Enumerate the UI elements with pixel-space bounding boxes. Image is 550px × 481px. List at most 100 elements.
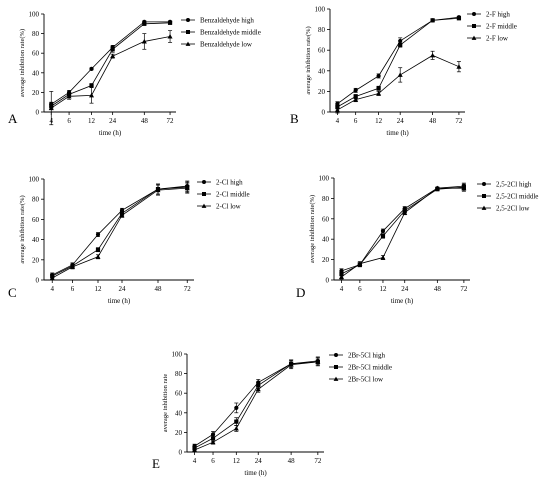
- data-point: [141, 38, 147, 44]
- chart-panel-e: 0 20 40 60 80 100 4 6 12 24 48 72 time (h) average in…: [152, 351, 392, 478]
- x-tick-label: 12: [375, 117, 383, 125]
- series-triangle: [192, 357, 321, 453]
- data-point: [255, 386, 261, 392]
- series-circle: [335, 15, 462, 107]
- y-tick-label: 60: [322, 215, 330, 223]
- series-line: [194, 361, 318, 451]
- data-point: [430, 18, 435, 23]
- y-axis-title: average inhibition rate(%): [19, 195, 26, 263]
- x-tick-label: 48: [155, 285, 163, 293]
- series-square: [335, 16, 462, 110]
- data-point: [95, 232, 101, 237]
- series-line: [51, 22, 171, 107]
- legend-marker: [186, 18, 190, 22]
- data-point: [380, 228, 386, 234]
- legend-entry: Benzaldehyde middle: [200, 29, 261, 37]
- y-tick-label: 60: [32, 50, 40, 58]
- x-tick-label: 48: [429, 117, 437, 125]
- data-point: [95, 254, 101, 259]
- y-tick-label: 20: [175, 429, 183, 437]
- series-square: [50, 181, 190, 279]
- x-tick-label: 48: [288, 457, 296, 465]
- legend-marker: [472, 12, 476, 16]
- legend-entry: 2Br-5Cl middle: [348, 364, 392, 372]
- y-tick-label: 40: [32, 236, 40, 244]
- y-tick-label: 0: [36, 109, 40, 117]
- data-point: [334, 107, 340, 112]
- y-tick-label: 60: [318, 47, 326, 55]
- legend-marker: [185, 41, 191, 46]
- data-point: [288, 362, 294, 367]
- data-point: [184, 185, 190, 191]
- data-point: [353, 97, 359, 102]
- data-point: [210, 436, 216, 441]
- x-tick-label: 48: [434, 285, 442, 293]
- y-tick-label: 20: [32, 256, 40, 264]
- x-tick-label: 72: [167, 117, 175, 125]
- data-point: [456, 64, 462, 69]
- legend: 2Br-5Cl high 2Br-5Cl middle 2Br-5Cl low: [329, 352, 392, 384]
- series-line: [341, 185, 464, 272]
- y-axis-title: average inhibition rate(%): [309, 195, 316, 263]
- legend-entry: Benzaldehyde low: [200, 41, 253, 49]
- data-point: [89, 66, 94, 71]
- series-line: [337, 17, 459, 108]
- series-circle: [192, 356, 320, 449]
- data-point: [89, 83, 94, 88]
- panel-label: C: [8, 285, 17, 300]
- y-tick-label: 0: [322, 109, 326, 117]
- data-point: [398, 38, 403, 44]
- y-tick-label: 20: [318, 88, 326, 96]
- x-tick-label: 4: [336, 117, 340, 125]
- data-point: [397, 72, 403, 77]
- series-line: [52, 185, 188, 276]
- data-point: [110, 47, 115, 52]
- data-point: [430, 52, 436, 58]
- data-point: [376, 73, 381, 79]
- x-axis-title: time (h): [244, 469, 267, 477]
- data-point: [66, 93, 72, 99]
- data-point: [338, 274, 344, 279]
- series-triangle: [48, 30, 173, 126]
- data-point: [95, 247, 101, 252]
- legend: 2-F high 2-F middle 2-F low: [467, 11, 517, 43]
- y-tick-label: 0: [179, 449, 183, 457]
- data-point: [434, 185, 440, 191]
- legend-entry: 2-Cl high: [216, 179, 243, 187]
- legend-entry: 2,5-2Cl middle: [496, 193, 538, 201]
- series-line: [52, 187, 188, 279]
- data-point: [192, 447, 198, 453]
- data-point: [456, 16, 462, 21]
- series-line: [51, 36, 171, 109]
- data-point: [119, 212, 125, 218]
- y-tick-label: 100: [319, 175, 330, 183]
- x-tick-label: 4: [340, 285, 344, 293]
- data-point: [380, 234, 386, 239]
- data-point: [339, 271, 344, 276]
- legend-entry: 2-Cl low: [216, 203, 242, 211]
- y-tick-label: 80: [32, 30, 40, 38]
- series-triangle: [338, 184, 467, 280]
- x-tick-label: 24: [255, 457, 263, 465]
- legend-marker: [472, 24, 476, 28]
- y-axis-title: average inhibition rate: [162, 374, 169, 433]
- x-axis-title: time (h): [99, 129, 122, 137]
- data-point: [315, 359, 321, 364]
- legend-marker: [201, 203, 207, 208]
- data-point: [357, 261, 363, 266]
- legend-marker: [334, 353, 338, 357]
- series-triangle: [334, 50, 462, 114]
- y-tick-label: 0: [36, 277, 40, 285]
- y-axis-title: average inhibition rate(%): [305, 26, 312, 94]
- y-tick-label: 60: [32, 216, 40, 224]
- series-triangle: [49, 182, 190, 281]
- legend-entry: 2Br-5Cl low: [348, 376, 384, 384]
- y-tick-label: 80: [32, 196, 40, 204]
- y-axis-title: average inhibition rate(%): [19, 29, 26, 97]
- y-tick-label: 40: [322, 236, 330, 244]
- legend-entry: 2-F middle: [486, 23, 517, 31]
- legend-entry: 2,5-2Cl low: [496, 205, 530, 213]
- data-point: [353, 88, 358, 93]
- series-line: [341, 186, 464, 275]
